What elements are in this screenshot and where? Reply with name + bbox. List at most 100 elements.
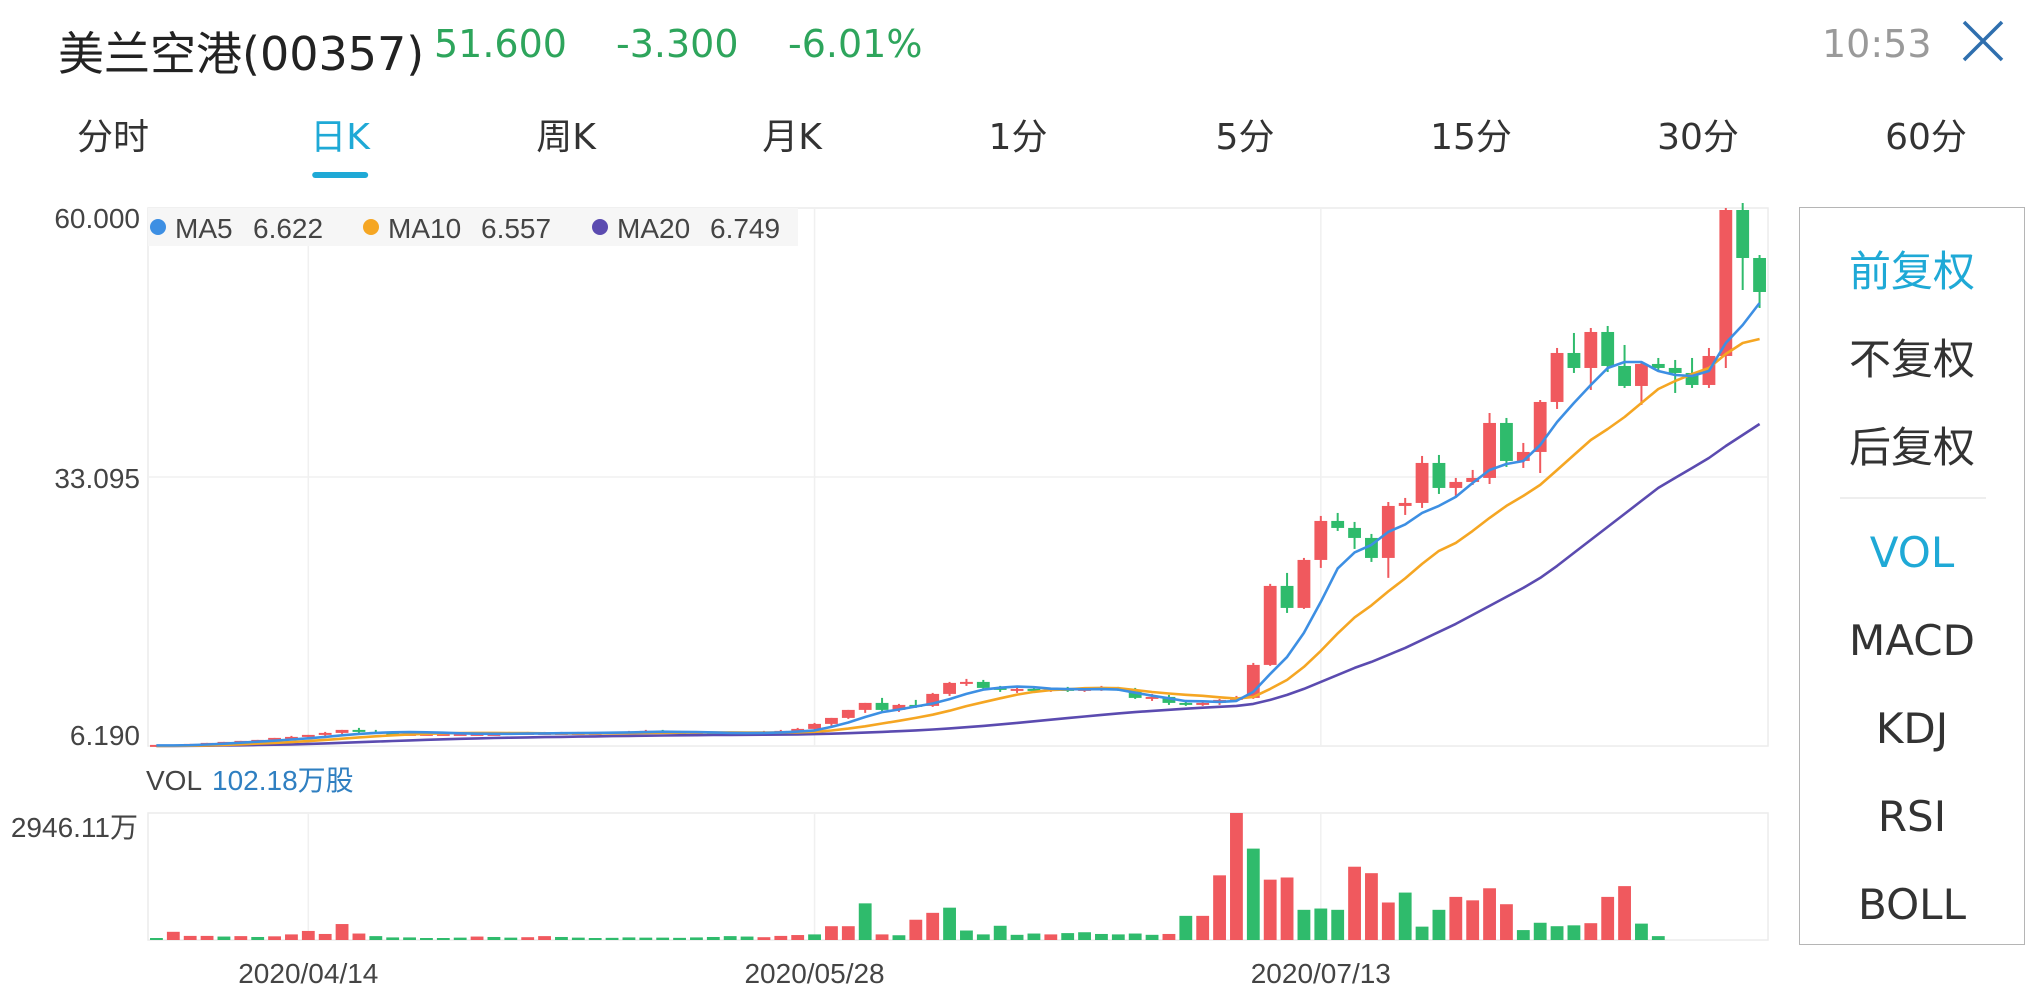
volume-bar	[436, 938, 450, 940]
tab-label: 日K	[310, 117, 370, 158]
volume-bar	[1179, 915, 1193, 940]
tab-5[interactable]: 5分	[1216, 108, 1275, 178]
volume-bar	[1213, 875, 1226, 940]
tab-3[interactable]: 月K	[762, 108, 822, 178]
indicator-option-1[interactable]: MACD	[1849, 616, 1975, 665]
close-button[interactable]	[1958, 16, 2008, 66]
volume-bar	[622, 937, 636, 940]
candle-body	[1297, 559, 1311, 608]
candle-body	[825, 717, 838, 724]
volume-bar	[1500, 904, 1513, 940]
volume-bar	[217, 936, 231, 940]
volume-bar	[200, 935, 214, 940]
candle-body	[1753, 257, 1766, 292]
volume-bar	[1466, 900, 1480, 940]
tab-7[interactable]: 30分	[1657, 108, 1739, 178]
candle-body	[943, 682, 956, 694]
kline-chart[interactable]: 60.000 33.095 6.190 2020/04/14 2020/05/28 202…	[0, 190, 1790, 1006]
adjust-option-1[interactable]: 不复权	[1848, 335, 1975, 384]
volume-bar	[690, 937, 703, 940]
volume-label: VOL	[146, 765, 202, 796]
volume-bar	[1044, 934, 1058, 940]
volume-bar	[892, 935, 906, 940]
volume-bar	[1398, 892, 1412, 940]
volume-bar	[1432, 909, 1446, 940]
volume-bar	[1314, 908, 1328, 940]
indicator-option-0[interactable]: VOL	[1869, 528, 1955, 577]
candle-body	[1162, 696, 1176, 703]
volume-bar	[183, 935, 197, 940]
volume-bar	[976, 934, 990, 940]
y-tick-label: 60.000	[54, 203, 140, 234]
active-tab-underline	[311, 172, 368, 178]
candle-body	[1567, 352, 1581, 368]
volume-bar	[1516, 930, 1530, 940]
volume-bar	[1280, 877, 1294, 940]
volume-bar	[1162, 933, 1176, 940]
tab-0[interactable]: 分时	[77, 108, 149, 178]
candle-body	[1601, 331, 1615, 366]
candle-body	[1415, 462, 1429, 503]
candle-body	[1449, 481, 1463, 488]
volume-bar	[1145, 934, 1159, 940]
volume-bar	[1230, 813, 1243, 940]
adjust-option-0[interactable]: 前复权	[1848, 247, 1975, 296]
candle-body	[1618, 365, 1631, 386]
volume-bar	[301, 930, 315, 940]
ma10-line	[156, 337, 1760, 748]
volume-bar	[993, 925, 1007, 940]
tab-label: 30分	[1657, 117, 1739, 158]
volume-bar	[656, 937, 670, 940]
tab-4[interactable]: 1分	[989, 108, 1048, 178]
candle-body	[1314, 520, 1328, 560]
tab-1[interactable]: 日K	[310, 108, 370, 178]
tab-label: 5分	[1215, 117, 1275, 158]
volume-bar	[1601, 896, 1615, 940]
volume-bar	[1483, 888, 1496, 940]
legend-name: MA20	[617, 213, 690, 244]
volume-bar	[538, 936, 551, 940]
volume-summary-value: 102.18万股	[212, 765, 354, 796]
candle-body	[1584, 331, 1598, 368]
volume-bar	[943, 907, 956, 940]
volume-bar	[740, 936, 754, 940]
tab-6[interactable]: 15分	[1430, 108, 1512, 178]
volume-bar	[470, 936, 484, 940]
indicator-side-panel: 前复权不复权后复权 VOL MACD KDJ RSI BOLL	[1799, 207, 2025, 945]
volume-bar	[1128, 933, 1142, 940]
volume-bar	[1348, 866, 1361, 940]
y-tick-label: 6.190	[70, 720, 140, 751]
volume-bar	[571, 937, 585, 940]
candle-body	[1516, 451, 1530, 461]
volume-bar	[285, 934, 298, 940]
volume-bar	[1651, 936, 1665, 940]
candle-body	[1179, 702, 1193, 705]
tab-2[interactable]: 周K	[536, 108, 596, 178]
candle-body	[841, 709, 855, 718]
candle-body	[268, 737, 281, 740]
candle-body	[892, 704, 906, 710]
tab-8[interactable]: 60分	[1885, 108, 1967, 178]
indicator-option-2[interactable]: KDJ	[1875, 704, 1949, 753]
volume-bar	[825, 926, 838, 940]
indicator-option-3[interactable]: RSI	[1877, 792, 1947, 841]
volume-bar	[808, 934, 821, 940]
candle-body	[1483, 422, 1496, 478]
legend-name: MA10	[388, 213, 461, 244]
tab-label: 周K	[536, 117, 596, 158]
candle-body	[1348, 527, 1361, 538]
volume-bar	[268, 936, 281, 940]
candle-body	[875, 702, 889, 710]
price-change-percent: -6.01%	[788, 22, 923, 66]
volume-bar	[555, 936, 568, 940]
candle-body	[1027, 688, 1041, 691]
candle-body	[1398, 502, 1412, 506]
volume-bar	[1027, 933, 1041, 940]
volume-bar	[673, 937, 686, 940]
adjust-option-2[interactable]: 后复权	[1848, 423, 1975, 472]
volume-bar	[1584, 923, 1598, 940]
legend-value: 6.557	[481, 213, 551, 244]
volume-bar	[639, 937, 653, 940]
indicator-option-4[interactable]: BOLL	[1858, 880, 1966, 929]
volume-bar	[841, 926, 855, 940]
